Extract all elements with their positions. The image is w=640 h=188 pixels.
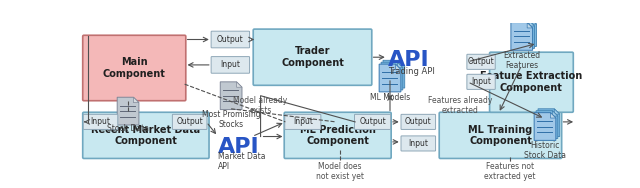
Text: Historic
Stock Data: Historic Stock Data	[524, 141, 566, 160]
Text: Input: Input	[471, 77, 491, 86]
Text: Recent Market Data
Component: Recent Market Data Component	[92, 125, 200, 146]
Text: Output: Output	[405, 117, 431, 126]
Text: ML Prediction
Component: ML Prediction Component	[300, 125, 376, 146]
Text: Trader
Component: Trader Component	[281, 46, 344, 68]
Text: API: API	[218, 136, 260, 157]
Text: Most Promising
Stocks: Most Promising Stocks	[202, 110, 260, 129]
FancyBboxPatch shape	[439, 112, 562, 158]
FancyBboxPatch shape	[83, 114, 118, 129]
FancyBboxPatch shape	[211, 57, 250, 73]
Text: Features not
extracted yet: Features not extracted yet	[484, 162, 536, 181]
Polygon shape	[538, 109, 560, 136]
Polygon shape	[220, 82, 242, 110]
FancyBboxPatch shape	[401, 114, 436, 129]
Polygon shape	[531, 19, 536, 24]
Text: Input: Input	[408, 139, 428, 148]
FancyBboxPatch shape	[355, 114, 390, 129]
Text: Model does
not exist yet: Model does not exist yet	[316, 162, 364, 181]
Text: API: API	[388, 49, 429, 70]
Text: Output: Output	[468, 57, 495, 66]
Polygon shape	[534, 113, 556, 140]
FancyBboxPatch shape	[490, 52, 573, 112]
FancyBboxPatch shape	[401, 136, 436, 151]
Polygon shape	[513, 21, 534, 48]
Polygon shape	[134, 97, 139, 103]
Text: Features already
extracted: Features already extracted	[428, 96, 492, 115]
FancyBboxPatch shape	[285, 114, 321, 129]
Polygon shape	[515, 19, 536, 46]
FancyBboxPatch shape	[467, 74, 495, 89]
FancyBboxPatch shape	[83, 35, 186, 101]
Text: Output: Output	[176, 117, 203, 126]
FancyBboxPatch shape	[211, 31, 250, 48]
Text: ML Models: ML Models	[370, 93, 410, 102]
Polygon shape	[379, 64, 401, 92]
Text: Input: Input	[90, 117, 111, 126]
Text: Stock Data: Stock Data	[107, 124, 149, 133]
Text: Feature Extraction
Component: Feature Extraction Component	[480, 71, 582, 93]
Polygon shape	[511, 23, 532, 50]
Text: Market Data
API: Market Data API	[218, 152, 266, 171]
Polygon shape	[383, 60, 404, 88]
FancyBboxPatch shape	[172, 114, 207, 129]
Polygon shape	[237, 82, 242, 87]
Polygon shape	[527, 23, 532, 28]
Text: Output: Output	[217, 35, 244, 44]
Text: Trading API: Trading API	[388, 67, 435, 76]
FancyBboxPatch shape	[467, 54, 495, 69]
Polygon shape	[550, 113, 556, 118]
FancyBboxPatch shape	[83, 112, 209, 158]
Polygon shape	[554, 109, 560, 114]
Polygon shape	[397, 62, 403, 68]
Polygon shape	[117, 97, 139, 125]
Text: Extracted
Features: Extracted Features	[503, 51, 540, 70]
Text: Output: Output	[359, 117, 386, 126]
Polygon shape	[552, 111, 558, 116]
Text: Input: Input	[220, 60, 241, 69]
Polygon shape	[399, 60, 404, 66]
Polygon shape	[536, 111, 558, 138]
Polygon shape	[396, 64, 401, 70]
Polygon shape	[529, 21, 534, 26]
FancyBboxPatch shape	[284, 112, 391, 158]
Text: Model already
exists: Model already exists	[234, 96, 288, 115]
Text: Input: Input	[293, 117, 313, 126]
Polygon shape	[381, 62, 403, 90]
FancyBboxPatch shape	[253, 29, 372, 85]
Text: ML Training
Component: ML Training Component	[468, 125, 532, 146]
Text: Main
Component: Main Component	[103, 57, 166, 79]
